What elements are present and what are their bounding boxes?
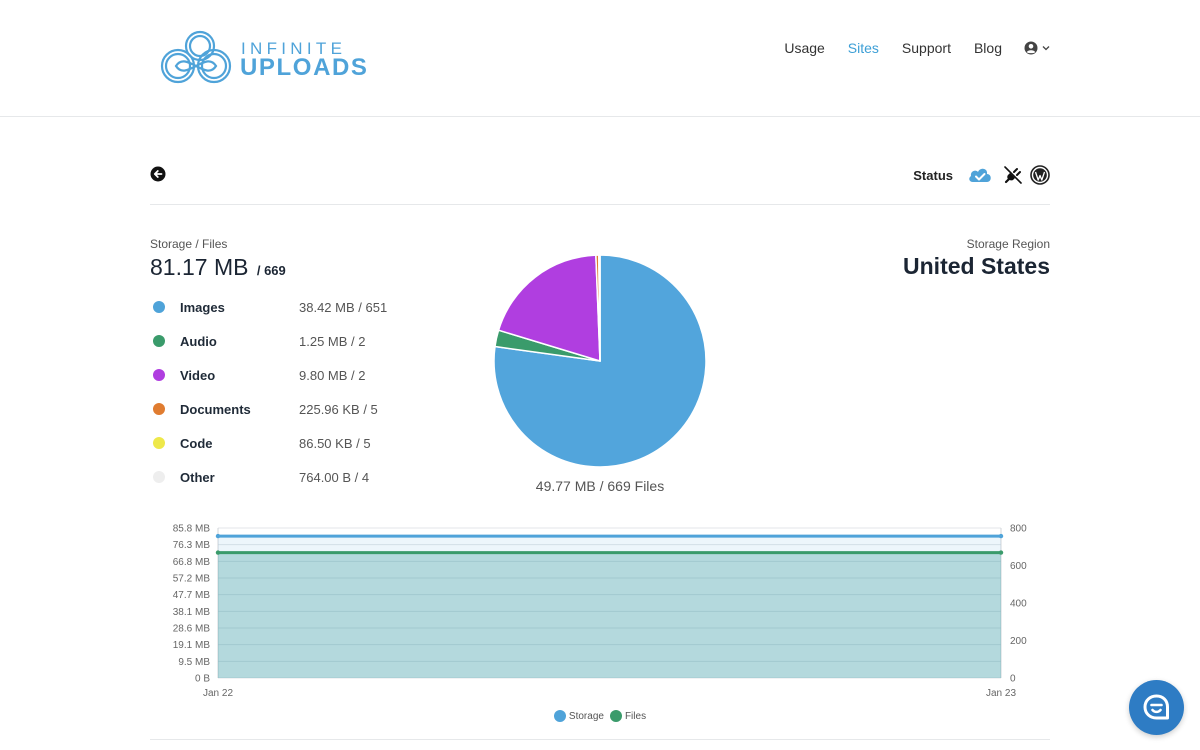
type-value: 225.96 KB / 5 — [299, 401, 378, 417]
type-value: 1.25 MB / 2 — [299, 333, 366, 349]
data-point[interactable] — [998, 533, 1004, 539]
line-chart-svg: 0 B 9.5 MB 19.1 MB 28.6 MB 38.1 MB 47.7 MB 57.… — [173, 524, 1027, 700]
arrow-left-circle-icon[interactable] — [150, 166, 166, 182]
type-name: Video — [180, 367, 216, 383]
y-right-tick-label: 400 — [1010, 599, 1027, 610]
type-value: 38.42 MB / 651 — [299, 299, 388, 315]
plug-disconnected-icon[interactable] — [1002, 164, 1024, 186]
region-value: United States — [903, 253, 1050, 279]
y-left-tick-label: 9.5 MB — [178, 657, 210, 668]
list-item: Code 86.50 KB / 5 — [150, 426, 450, 460]
region-label: Storage Region — [966, 237, 1050, 251]
usage-line-chart: 0 B 9.5 MB 19.1 MB 28.6 MB 38.1 MB 47.7 MB 57.… — [150, 518, 1050, 728]
pie-slice-video[interactable] — [497, 254, 601, 363]
type-name: Other — [180, 469, 215, 485]
y-right-tick-label: 800 — [1010, 524, 1027, 535]
storage-area-fill — [218, 536, 1001, 678]
list-item: Documents 225.96 KB / 5 — [150, 392, 450, 426]
y-left-tick-label: 38.1 MB — [173, 607, 211, 618]
chart-legend: Storage Files — [150, 710, 1050, 722]
files-area-fill — [218, 552, 1001, 678]
infinity-cloud-icon — [160, 30, 232, 84]
y-left-tick-label: 28.6 MB — [173, 624, 211, 635]
y-left-tick-label: 0 B — [195, 674, 210, 685]
y-left-tick-label: 66.8 MB — [173, 557, 211, 568]
y-left-tick-label: 57.2 MB — [173, 574, 211, 585]
legend-label: Files — [624, 710, 647, 722]
y-left-tick-label: 76.3 MB — [173, 540, 211, 551]
data-point[interactable] — [215, 533, 221, 539]
list-item: Other 764.00 B / 4 — [150, 460, 450, 494]
file-type-list: Images 38.42 MB / 651 Audio 1.25 MB / 2 … — [150, 290, 450, 494]
storage-pie-chart — [470, 240, 730, 500]
list-item: Video 9.80 MB / 2 — [150, 358, 450, 392]
storage-total-size: 81.17 MB — [150, 254, 249, 280]
x-tick-label: Jan 22 — [203, 688, 233, 699]
status-label: Status — [913, 167, 953, 183]
type-value: 86.50 KB / 5 — [299, 435, 371, 451]
pie-slice-images[interactable] — [493, 254, 707, 468]
y-right-tick-label: 200 — [1010, 636, 1027, 647]
storage-region: Storage Region United States — [903, 237, 1050, 280]
nav-item-usage[interactable]: Usage — [784, 40, 825, 56]
site-header: INFINITE UPLOADS Usage Sites Support Blo… — [0, 0, 1200, 117]
code-color-dot — [153, 437, 165, 449]
wordpress-icon[interactable] — [1030, 165, 1050, 185]
audio-color-dot — [153, 335, 165, 347]
data-point[interactable] — [998, 550, 1004, 555]
other-color-dot — [153, 471, 165, 483]
nav-item-sites[interactable]: Sites — [847, 40, 879, 56]
user-circle-icon — [1024, 41, 1038, 55]
documents-color-dot — [153, 403, 165, 415]
storage-label: Storage / Files — [150, 237, 228, 251]
list-item: Audio 1.25 MB / 2 — [150, 324, 450, 358]
site-toolbar: Status — [150, 160, 1050, 205]
user-menu[interactable] — [1024, 41, 1050, 55]
y-right-tick-label: 600 — [1010, 561, 1027, 572]
storage-total: 81.17 MB / 669 — [150, 254, 450, 281]
y-right-tick-label: 0 — [1010, 674, 1016, 685]
video-color-dot — [153, 369, 165, 381]
main-nav: Usage Sites Support Blog — [761, 40, 1050, 56]
type-name: Images — [180, 299, 225, 315]
logo-text-top: INFINITE — [241, 39, 347, 58]
storage-summary: Storage / Files 81.17 MB / 669 — [150, 237, 450, 281]
nav-item-support[interactable]: Support — [901, 40, 951, 56]
legend-item-files[interactable]: Files — [609, 710, 647, 722]
type-name: Audio — [180, 333, 217, 349]
x-tick-label: Jan 23 — [986, 688, 1016, 699]
y-left-tick-label: 19.1 MB — [173, 640, 211, 651]
chevron-down-icon — [1042, 46, 1050, 51]
logo[interactable]: INFINITE UPLOADS — [156, 28, 369, 88]
type-value: 9.80 MB / 2 — [299, 367, 366, 383]
storage-total-files: / 669 — [256, 263, 286, 278]
files-legend-dot — [609, 710, 622, 722]
nav-item-blog[interactable]: Blog — [973, 40, 1002, 56]
list-item: Images 38.42 MB / 651 — [150, 290, 450, 324]
type-name: Documents — [180, 401, 251, 417]
cloud-check-icon[interactable] — [967, 165, 993, 185]
pie-caption: 49.77 MB / 669 Files — [535, 478, 665, 494]
y-left-tick-label: 47.7 MB — [173, 590, 211, 601]
type-name: Code — [180, 435, 213, 451]
legend-label: Storage — [568, 710, 604, 722]
legend-item-storage[interactable]: Storage — [553, 710, 604, 722]
status-group: Status — [913, 164, 1050, 186]
type-value: 764.00 B / 4 — [299, 469, 370, 485]
images-color-dot — [153, 301, 165, 313]
y-left-tick-label: 85.8 MB — [173, 524, 211, 535]
logo-text-bottom: UPLOADS — [240, 54, 369, 81]
chat-button[interactable] — [1129, 680, 1184, 735]
storage-legend-dot — [553, 710, 566, 722]
chat-bubble-icon — [1143, 694, 1169, 720]
data-point[interactable] — [215, 550, 221, 555]
divider — [150, 739, 1050, 740]
pie-svg — [493, 254, 707, 468]
